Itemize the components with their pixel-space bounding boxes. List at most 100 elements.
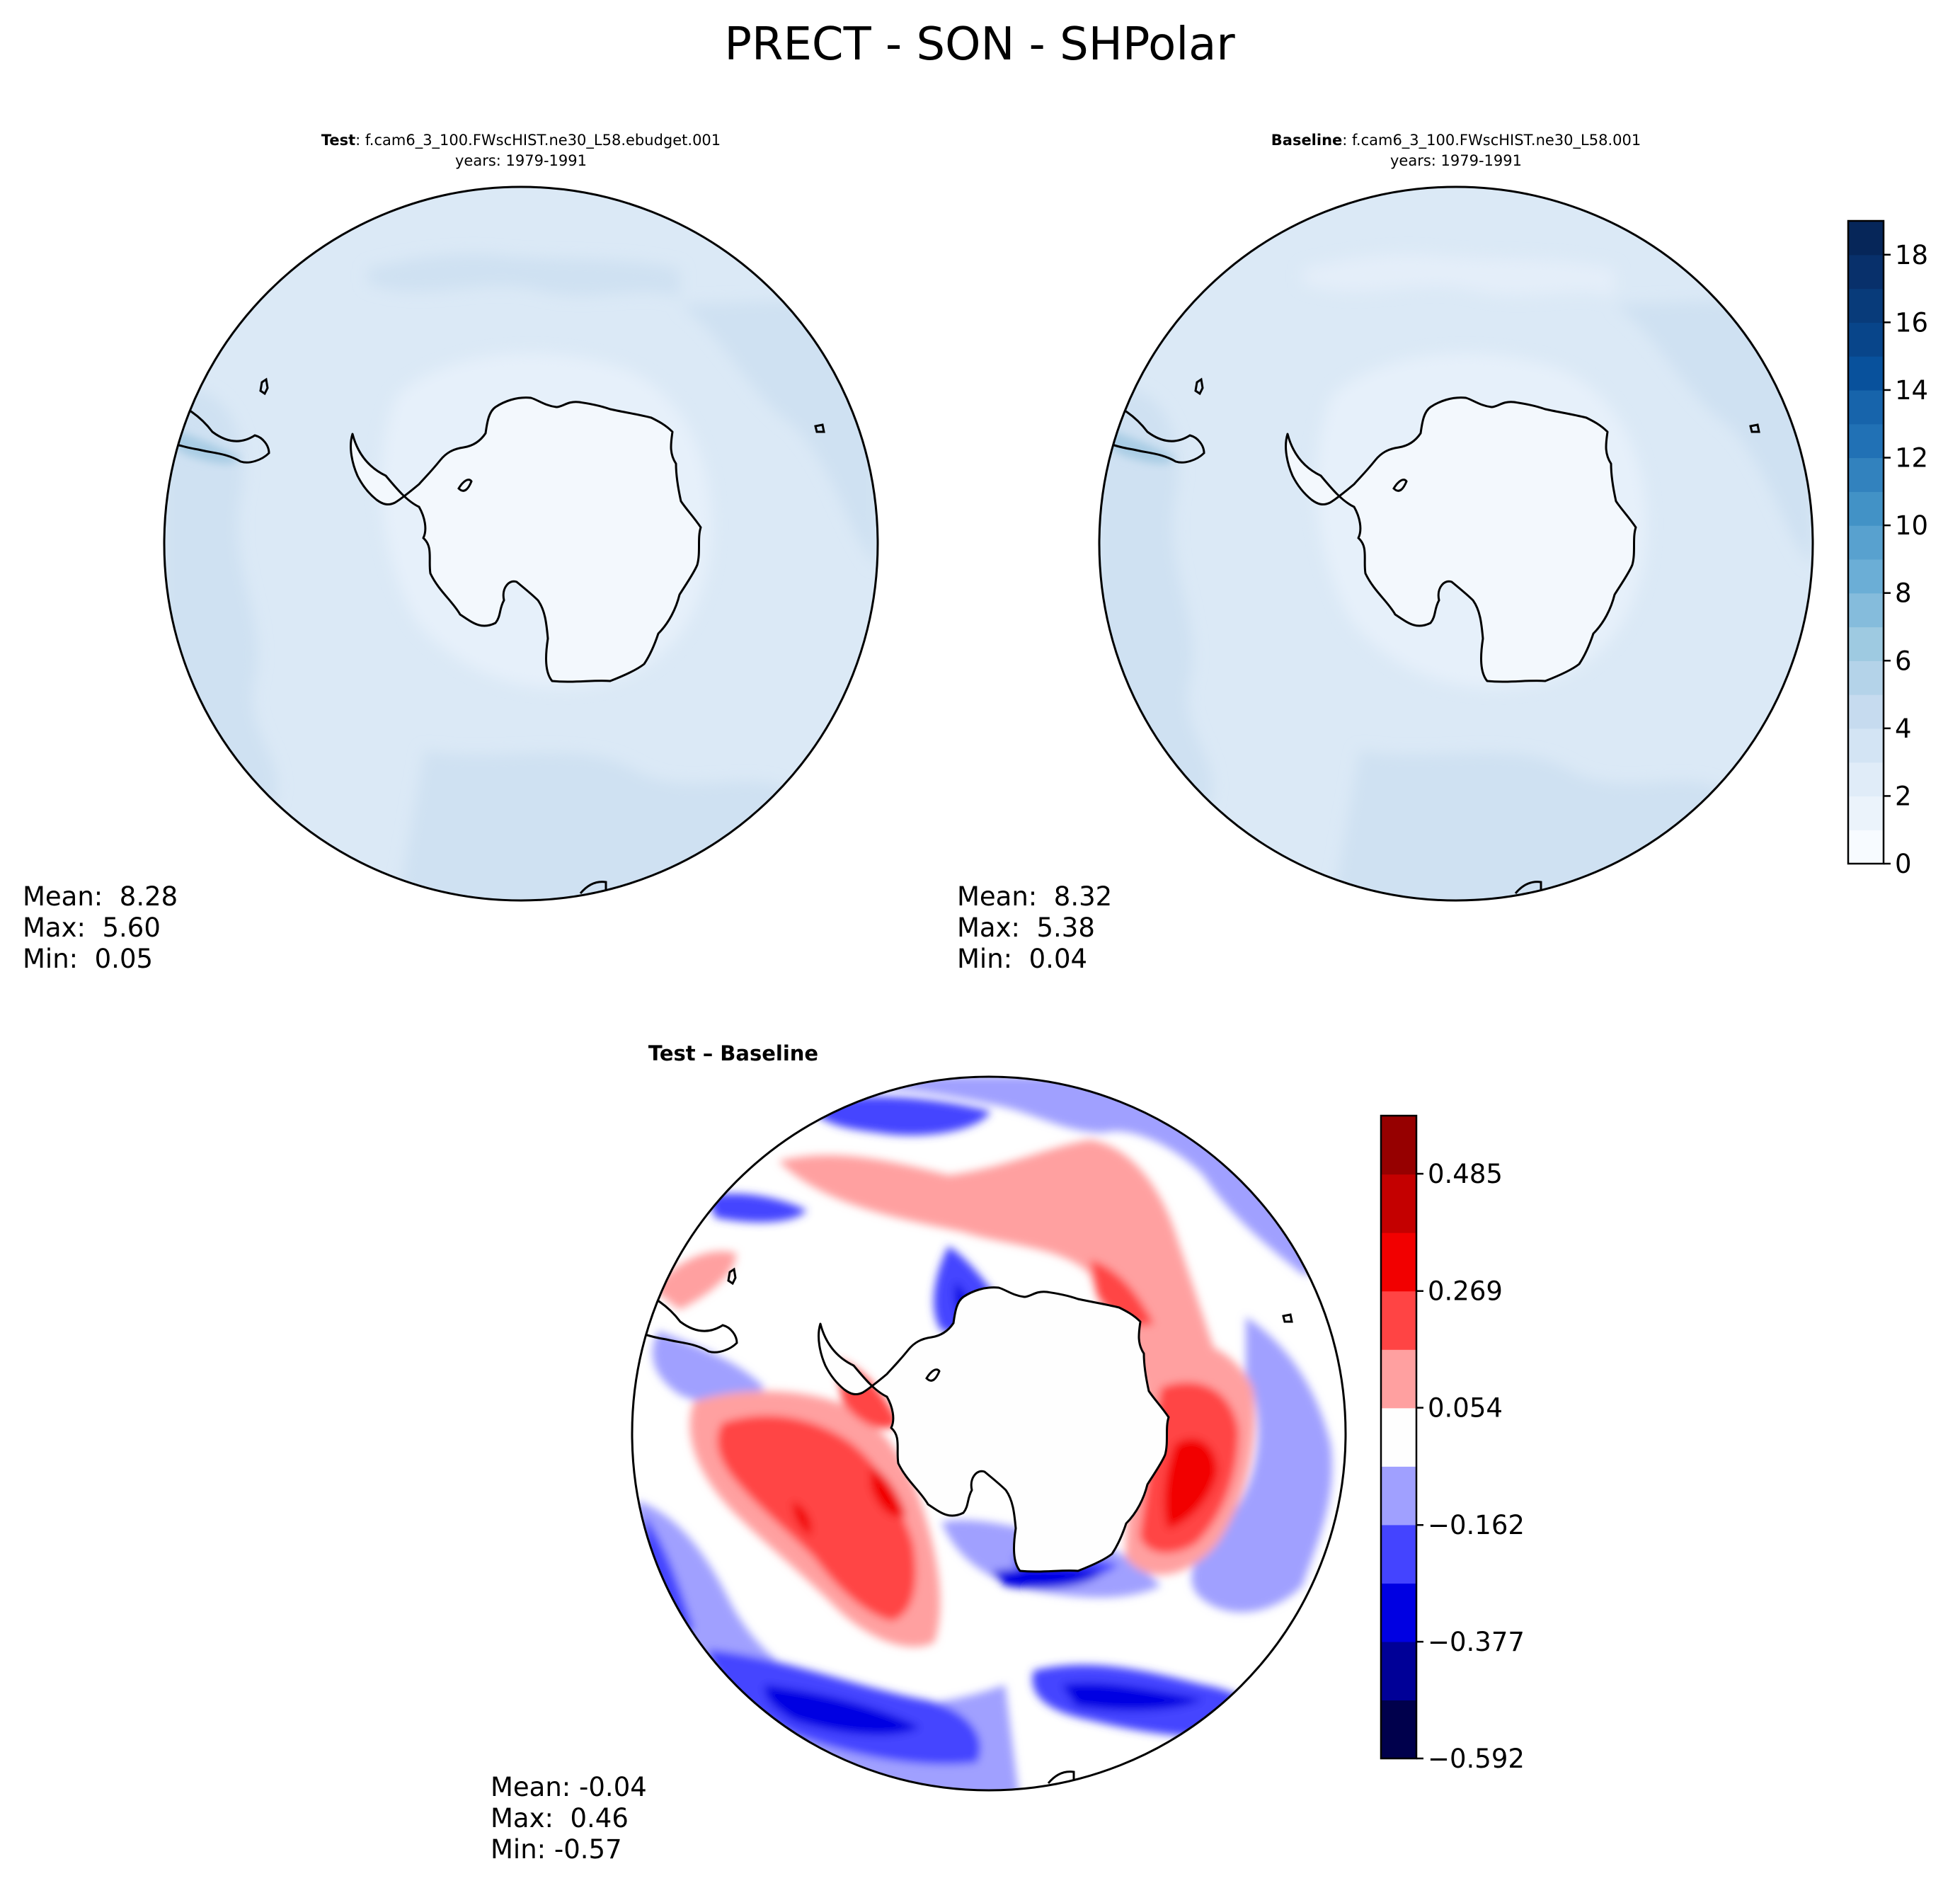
south-america-diff bbox=[632, 1288, 738, 1354]
colorbar-main-tick-label: 18 bbox=[1895, 240, 1928, 270]
baseline-coast-extras bbox=[1099, 377, 1760, 900]
colorbar-diff-segment bbox=[1381, 1407, 1416, 1467]
island-baseline-2 bbox=[1749, 423, 1760, 433]
island-test-3 bbox=[457, 479, 473, 492]
antarctica-baseline bbox=[1285, 396, 1637, 683]
colorbar-main-segment bbox=[1848, 593, 1884, 628]
colorbar-diff-tick-label: 0.054 bbox=[1428, 1393, 1503, 1424]
colorbar-main-segment bbox=[1848, 457, 1884, 492]
panel-baseline-title: Baseline: f.cam6_3_100.FWscHIST.ne30_L58… bbox=[1271, 132, 1641, 149]
panel-test-stat-mean: Mean: 8.28 bbox=[23, 881, 178, 912]
island-test-2 bbox=[814, 423, 825, 433]
panel-test-title: Test: f.cam6_3_100.FWscHIST.ne30_L58.ebu… bbox=[321, 132, 721, 149]
map-diff-boundary bbox=[631, 1075, 1347, 1792]
colorbar-main-frame bbox=[1847, 219, 1885, 865]
colorbar-main-segment bbox=[1848, 288, 1884, 323]
island-test-1 bbox=[259, 377, 269, 396]
diff-red-north bbox=[1090, 1260, 1154, 1326]
colorbar-diff-tick-label: 0.269 bbox=[1428, 1276, 1503, 1307]
panel-baseline-stat-min: Min: 0.04 bbox=[957, 944, 1087, 974]
colorbar-main-segment bbox=[1848, 559, 1884, 594]
panel-diff-stat-mean: Mean: -0.04 bbox=[491, 1772, 647, 1802]
colorbar-diff-ticks: −0.592 −0.377 −0.162 0.054 0.269 0.485 bbox=[1416, 1159, 1525, 1774]
field-baseline-band-north bbox=[1303, 254, 1615, 297]
island-diff-1 bbox=[727, 1267, 737, 1286]
colorbar-main-ticks: 0 2 4 6 8 10 12 14 16 18 bbox=[1884, 240, 1928, 879]
panel-baseline: Baseline: f.cam6_3_100.FWscHIST.ne30_L58… bbox=[957, 132, 1814, 974]
diff-lightred-north bbox=[779, 1140, 1217, 1393]
figure-title: PRECT - SON - SHPolar bbox=[724, 18, 1235, 71]
diff-darkblue-se bbox=[1062, 1683, 1203, 1711]
colorbar-diff-segment bbox=[1381, 1583, 1416, 1642]
panel-baseline-stat-mean: Mean: 8.32 bbox=[957, 881, 1112, 912]
diff-coast-extras bbox=[632, 1267, 1293, 1790]
panel-diff-stat-min: Min: -0.57 bbox=[491, 1834, 622, 1865]
map-test-boundary bbox=[163, 185, 879, 902]
colorbar-main-tick-label: 14 bbox=[1895, 375, 1928, 406]
field-baseline-band-east bbox=[1615, 297, 1813, 566]
panel-baseline-stat-max: Max: 5.38 bbox=[957, 912, 1095, 943]
colorbar-diff-tick-label: −0.592 bbox=[1428, 1744, 1525, 1774]
colorbar-diff: −0.592 −0.377 −0.162 0.054 0.269 0.485 bbox=[1380, 1114, 1525, 1774]
island-baseline-1 bbox=[1194, 377, 1204, 396]
colorbar-main-segment bbox=[1848, 389, 1884, 425]
colorbar-main-segment bbox=[1848, 322, 1884, 357]
south-america-baseline bbox=[1099, 399, 1205, 464]
colorbar-main-segment bbox=[1848, 254, 1884, 290]
colorbar-diff-segment bbox=[1381, 1641, 1416, 1701]
colorbar-main-tick-label: 10 bbox=[1895, 510, 1928, 541]
new-zealand-baseline bbox=[1514, 881, 1542, 900]
colorbar-diff-tick-label: 0.485 bbox=[1428, 1159, 1503, 1189]
diff-lightblue-west bbox=[652, 1331, 764, 1402]
colorbar-diff-segment bbox=[1381, 1174, 1416, 1233]
panel-test-stat-max: Max: 5.60 bbox=[23, 912, 161, 943]
panel-baseline-subtitle: years: 1979-1991 bbox=[1390, 152, 1522, 169]
colorbar-main: 0 2 4 6 8 10 12 14 16 18 bbox=[1847, 219, 1928, 879]
colorbar-main-segment bbox=[1848, 423, 1884, 459]
antarctica-test bbox=[350, 396, 702, 683]
diff-darkblue-ross bbox=[991, 1567, 1104, 1589]
field-test-band-east bbox=[680, 297, 878, 566]
panel-diff-stat-max: Max: 0.46 bbox=[491, 1803, 629, 1833]
colorbar-main-segments bbox=[1848, 221, 1884, 864]
diff-blue-north bbox=[807, 1097, 991, 1135]
antarctica-diff bbox=[818, 1286, 1170, 1573]
colorbar-main-segment bbox=[1848, 491, 1884, 526]
colorbar-diff-segment bbox=[1381, 1116, 1416, 1175]
panel-diff-title: Test – Baseline bbox=[648, 1041, 818, 1065]
panel-test-title-rest: : f.cam6_3_100.FWscHIST.ne30_L58.ebudget… bbox=[355, 132, 721, 149]
colorbar-main-tick-label: 6 bbox=[1895, 646, 1912, 676]
colorbar-diff-segment bbox=[1381, 1232, 1416, 1292]
colorbar-main-segment bbox=[1848, 694, 1884, 729]
map-test bbox=[164, 187, 878, 900]
colorbar-main-segment bbox=[1848, 356, 1884, 391]
colorbar-diff-frame bbox=[1380, 1114, 1418, 1760]
colorbar-main-segment bbox=[1848, 762, 1884, 797]
colorbar-diff-tick-label: −0.162 bbox=[1428, 1510, 1525, 1540]
colorbar-main-segment bbox=[1848, 221, 1884, 256]
colorbar-main-tick-label: 2 bbox=[1895, 781, 1912, 811]
colorbar-main-segment bbox=[1848, 627, 1884, 661]
diff-lightred-nw-arc bbox=[651, 1251, 736, 1310]
panel-baseline-title-bold: Baseline bbox=[1271, 132, 1343, 149]
colorbar-main-segment bbox=[1848, 796, 1884, 830]
island-diff-2 bbox=[1282, 1313, 1293, 1323]
colorbar-diff-segment bbox=[1381, 1700, 1416, 1759]
south-america-test bbox=[164, 399, 270, 464]
colorbar-main-segment bbox=[1848, 660, 1884, 695]
diff-darkred-west2 bbox=[792, 1501, 812, 1536]
panel-test: Test: f.cam6_3_100.FWscHIST.ne30_L58.ebu… bbox=[23, 132, 879, 974]
diff-darkred-east bbox=[1164, 1438, 1217, 1529]
diff-red-west bbox=[717, 1415, 916, 1621]
map-baseline bbox=[1099, 187, 1813, 900]
colorbar-main-tick-label: 4 bbox=[1895, 714, 1912, 744]
island-diff-3 bbox=[925, 1368, 941, 1382]
colorbar-diff-segment bbox=[1381, 1466, 1416, 1526]
colorbar-diff-tick-label: −0.377 bbox=[1428, 1627, 1525, 1657]
field-test-band-north bbox=[368, 254, 680, 297]
colorbar-diff-segment bbox=[1381, 1291, 1416, 1350]
panel-baseline-title-rest: : f.cam6_3_100.FWscHIST.ne30_L58.001 bbox=[1342, 132, 1641, 149]
colorbar-diff-segment bbox=[1381, 1524, 1416, 1584]
colorbar-main-segment bbox=[1848, 830, 1884, 864]
